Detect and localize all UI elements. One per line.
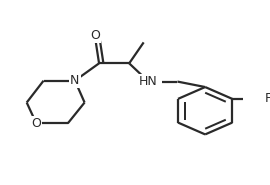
Text: N: N bbox=[70, 74, 80, 87]
Text: O: O bbox=[90, 29, 100, 42]
Text: O: O bbox=[31, 117, 41, 130]
Text: F: F bbox=[264, 92, 270, 105]
Text: HN: HN bbox=[139, 75, 158, 88]
